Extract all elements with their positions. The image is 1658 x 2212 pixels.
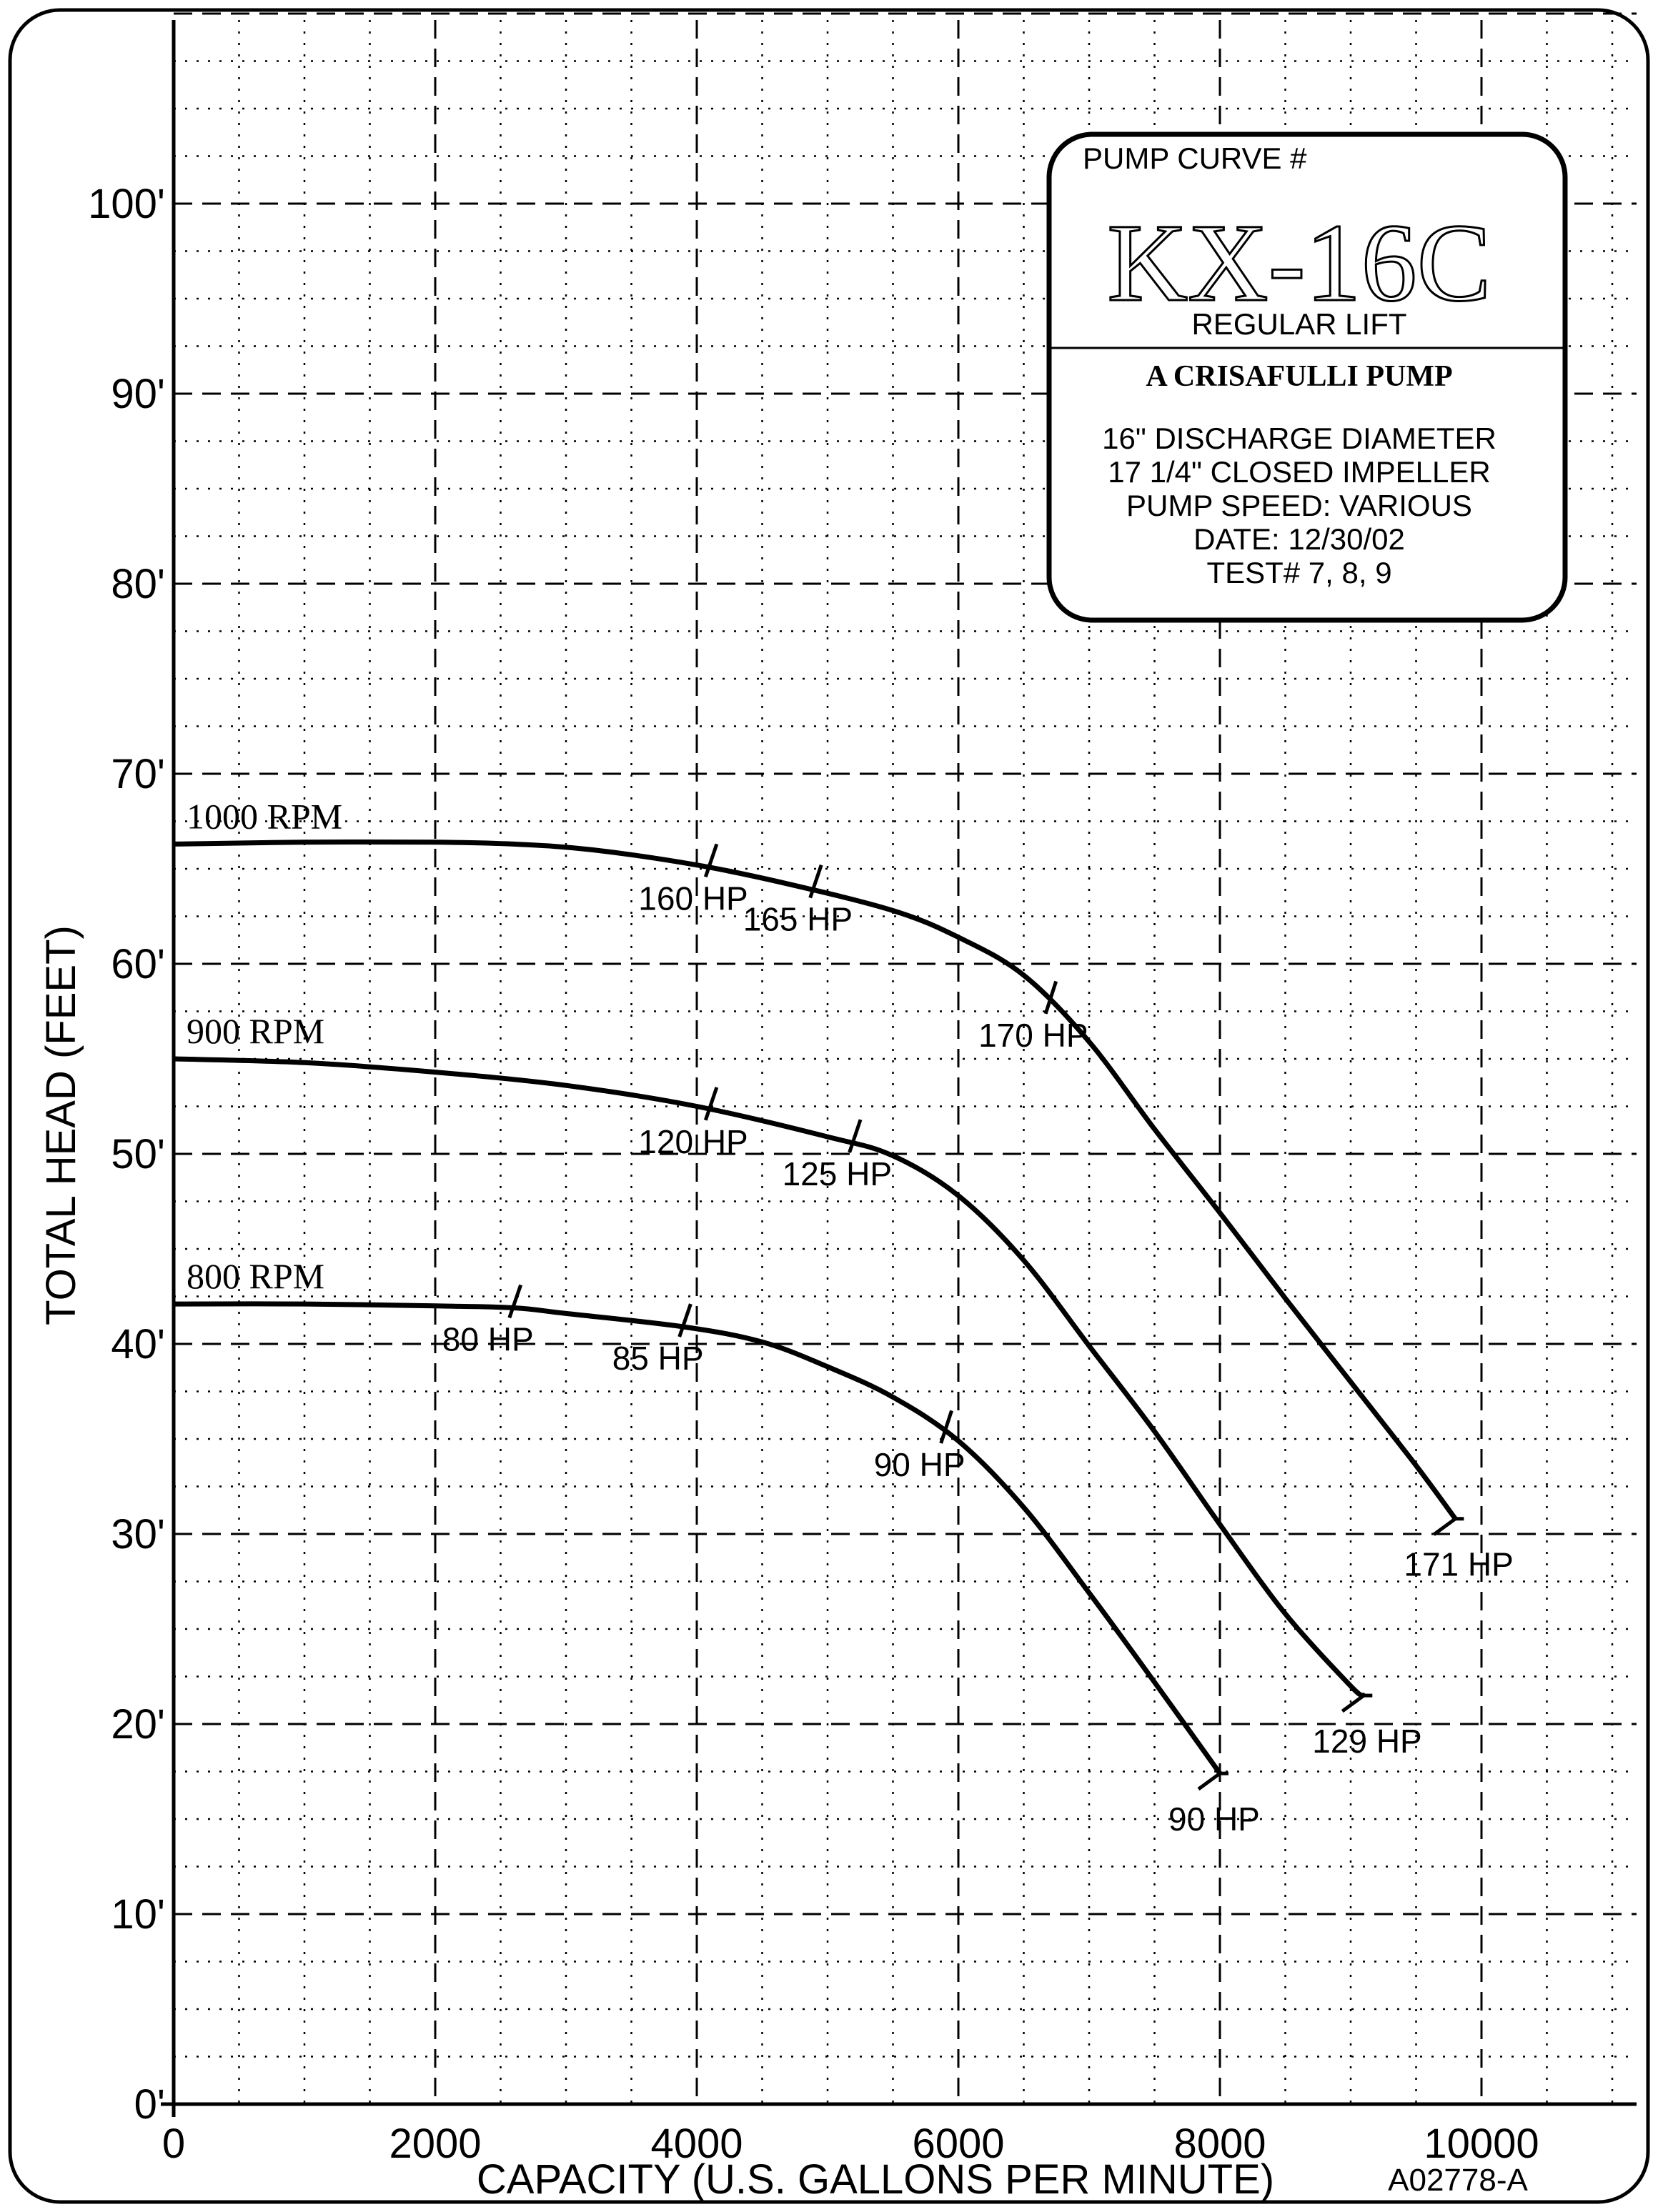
chart-axes: 020004000600080001000012000140000'10'20'…	[88, 20, 1637, 2167]
series-line	[173, 1301, 1222, 1775]
hp-tick	[507, 1284, 523, 1319]
series-line	[173, 1056, 1366, 1698]
spec-date: DATE: 12/30/02	[1193, 522, 1405, 556]
hp-label: 90 HP	[1168, 1800, 1260, 1838]
spec-discharge: 16" DISCHARGE DIAMETER	[1102, 422, 1496, 455]
hp-tick	[1341, 1694, 1365, 1713]
hp-label: 129 HP	[1312, 1723, 1421, 1760]
x-tick-label: 8000	[1173, 2121, 1266, 2167]
y-tick-label: 60'	[111, 941, 165, 987]
x-tick-label: 2000	[389, 2121, 481, 2167]
pump-curve-caption: PUMP CURVE #	[1083, 141, 1307, 175]
y-tick-label: 50'	[111, 1131, 165, 1177]
chart-grid	[174, 12, 1637, 2104]
y-tick-label: 100'	[88, 181, 165, 227]
hp-tick	[1432, 1517, 1456, 1536]
spec-impeller: 17 1/4" CLOSED IMPELLER	[1108, 455, 1490, 489]
y-tick-label: 20'	[111, 1701, 165, 1748]
y-tick-label: 70'	[111, 751, 165, 797]
x-axis-label: CAPACITY (U.S. GALLONS PER MINUTE)	[477, 2156, 1274, 2203]
hp-tick	[939, 1410, 953, 1444]
x-tick-label: 0	[162, 2121, 185, 2167]
hp-label: 80 HP	[442, 1320, 534, 1357]
drawing-number: A02778-A	[1388, 2163, 1528, 2198]
hp-label: 125 HP	[783, 1155, 892, 1192]
hp-label: 90 HP	[874, 1446, 965, 1483]
series-2: 800 RPM 80 HP 85 HP 90 HP 90 HP	[173, 1256, 1260, 1838]
hp-label: 170 HP	[978, 1017, 1088, 1054]
pump-model: KX-16C	[1107, 201, 1491, 324]
series-line	[173, 839, 1458, 1520]
x-tick-label: 6000	[912, 2121, 1004, 2167]
series-label: 900 RPM	[187, 1011, 324, 1051]
y-tick-label: 80'	[111, 561, 165, 607]
y-tick-label: 40'	[111, 1321, 165, 1367]
hp-tick	[677, 1303, 693, 1337]
y-tick-label: 10'	[111, 1891, 165, 1938]
y-axis-label: TOTAL HEAD (FEET)	[38, 925, 84, 1325]
series-label: 1000 RPM	[187, 796, 342, 836]
hp-label: 160 HP	[638, 880, 748, 917]
hp-label: 85 HP	[612, 1340, 704, 1377]
hp-tick	[703, 843, 719, 878]
x-tick-label: 10000	[1424, 2121, 1539, 2167]
x-tick-label: 4000	[650, 2121, 743, 2167]
spec-test: TEST# 7, 8, 9	[1206, 556, 1391, 589]
y-tick-label: 0'	[134, 2081, 165, 2128]
pump-subtitle: REGULAR LIFT	[1191, 307, 1406, 341]
y-tick-label: 90'	[111, 371, 165, 417]
spec-speed: PUMP SPEED: VARIOUS	[1126, 489, 1472, 522]
title-block: PUMP CURVE # KX-16C REGULAR LIFT A CRISA…	[1046, 131, 1568, 623]
title-block-frame	[1046, 131, 1568, 623]
series-1: 900 RPM 120 HP 125 HP 129 HP	[173, 1011, 1422, 1760]
hp-label: 120 HP	[638, 1123, 748, 1160]
pump-maker: A CRISAFULLI PUMP	[1146, 360, 1452, 393]
hp-tick	[703, 1087, 719, 1121]
y-tick-label: 30'	[111, 1511, 165, 1558]
hp-tick	[1197, 1772, 1221, 1791]
hp-tick	[1043, 980, 1058, 1015]
hp-tick	[848, 1119, 863, 1153]
series-label: 800 RPM	[187, 1256, 324, 1296]
hp-label: 165 HP	[743, 901, 853, 938]
hp-label: 171 HP	[1404, 1546, 1513, 1583]
hp-tick	[808, 864, 823, 899]
